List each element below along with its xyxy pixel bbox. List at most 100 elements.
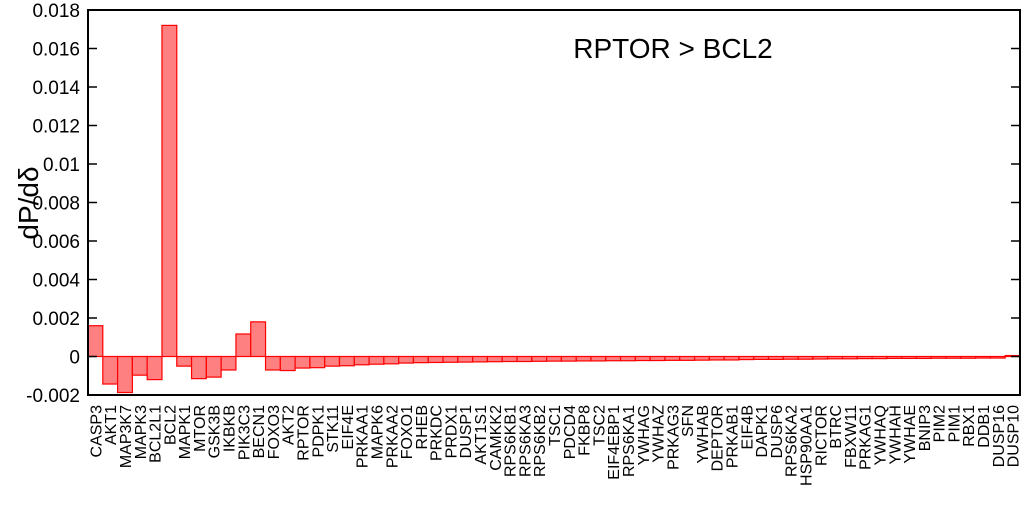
bar-FOXO3	[264, 355, 281, 371]
x-tick-label: MAPK6	[369, 405, 386, 459]
x-tick-label: MAPK3	[133, 405, 150, 459]
bar-CAMKK2	[486, 355, 503, 363]
bar-MAP3K7	[116, 355, 133, 394]
y-tick-label: 0.002	[32, 309, 80, 330]
x-tick-label: IKBKB	[222, 405, 239, 452]
x-tick-label: PDCD4	[562, 405, 579, 459]
x-tick-label: DDB1	[976, 405, 993, 448]
x-tick-label: YWHAH	[887, 405, 904, 465]
x-tick-label: HSP90AA1	[798, 405, 815, 486]
bar-DUSP6	[767, 355, 784, 360]
bar-PIM2	[930, 355, 947, 359]
x-tick-label: RHEB	[414, 405, 431, 449]
bar-YWHAB	[693, 355, 710, 361]
bar-BTRC	[827, 355, 844, 360]
y-tick-label: 0.018	[32, 1, 80, 22]
bar-PRKAG3	[664, 355, 681, 361]
bar-RHEB	[412, 355, 429, 364]
x-tick-label: EIF4EBP1	[606, 405, 623, 480]
x-tick-label: AKT1S1	[473, 405, 490, 465]
x-tick-label: RBX1	[961, 405, 978, 447]
x-tick-label: TSC1	[547, 405, 564, 446]
bar-AKT1S1	[472, 355, 489, 363]
y-tick-label: 0.006	[32, 232, 80, 253]
bar-DAPK1	[753, 355, 770, 360]
x-tick-label: RPS6KA3	[517, 405, 534, 477]
x-tick-label: PRKDC	[429, 405, 446, 461]
x-tick-label: EIF4B	[739, 405, 756, 449]
x-tick-label: DUSP10	[1006, 405, 1023, 467]
x-tick-label: MTOR	[192, 405, 209, 452]
x-tick-label: AKT1	[103, 405, 120, 445]
x-tick-label: MAP3K7	[118, 405, 135, 468]
bar-RPS6KB1	[501, 355, 518, 363]
bar-YWHAZ	[649, 355, 666, 362]
x-tick-label: BCL2	[162, 405, 179, 445]
bar-RICTOR	[812, 355, 829, 360]
x-tick-label: FOXO1	[399, 405, 416, 459]
x-tick-label: BECN1	[251, 405, 268, 458]
x-tick-label: CAMKK2	[488, 405, 505, 471]
x-tick-label: RPTOR	[296, 405, 313, 461]
x-tick-label: PRKAB1	[725, 405, 742, 468]
x-tick-label: PRKAA1	[355, 405, 372, 468]
plot-frame	[87, 9, 1021, 396]
x-tick-label: YWHAE	[902, 405, 919, 464]
bar-EIF4EBP1	[605, 355, 622, 362]
bar-FKBP8	[575, 355, 592, 362]
bar-PIM1	[945, 355, 962, 359]
bar-TSC2	[590, 355, 607, 362]
bar-AKT1	[102, 355, 119, 385]
x-tick-label: RPS6KA1	[621, 405, 638, 477]
x-tick-label: BNIP3	[917, 405, 934, 451]
x-tick-label: FKBP8	[577, 405, 594, 456]
bar-FOXO1	[398, 355, 415, 364]
bar-BNIP3	[915, 355, 932, 360]
x-tick-label: FOXO3	[266, 405, 283, 459]
bar-PRKDC	[427, 355, 444, 364]
bar-YWHAE	[901, 355, 918, 360]
bar-MAPK1	[176, 355, 193, 367]
bar-BCL2	[161, 24, 178, 358]
bar-MAPK6	[368, 355, 385, 365]
bar-GSK3B	[205, 355, 222, 378]
y-tick-label: 0.012	[32, 117, 80, 138]
y-tick-label: 0.01	[43, 155, 80, 176]
bar-YWHAQ	[871, 355, 888, 360]
x-tick-label: EIF4E	[340, 405, 357, 449]
x-tick-label: STK11	[325, 405, 342, 453]
x-tick-label: YWHAQ	[872, 405, 889, 465]
x-tick-label: PIK3C3	[236, 405, 253, 460]
x-tick-label: RICTOR	[813, 405, 830, 466]
x-axis: CASP3AKT1MAP3K7MAPK3BCL2L1BCL2MAPK1MTORG…	[88, 405, 1022, 486]
x-tick-label: RPS6KB2	[532, 405, 549, 477]
y-tick-label: 0.016	[32, 40, 80, 61]
bar-STK11	[324, 355, 341, 367]
bar-HSP90AA1	[797, 355, 814, 360]
bar-RPS6KA3	[516, 355, 533, 363]
x-tick-label: SFN	[680, 405, 697, 437]
x-tick-label: GSK3B	[207, 405, 224, 458]
x-tick-label: DEPTOR	[710, 405, 727, 471]
bar-TSC1	[546, 355, 562, 362]
y-axis: -0.002 0 0.002 0.004 0.006 0.008 0.01 0.012 0.01…	[26, 1, 1020, 407]
x-tick-label: BTRC	[828, 405, 845, 449]
x-tick-label: PRKAG3	[665, 405, 682, 470]
bar-RPTOR	[294, 355, 311, 369]
bar-PDCD4	[560, 355, 577, 362]
y-tick-label: -0.002	[26, 386, 80, 407]
bar-DDB1	[975, 355, 992, 359]
bar-RPS6KA1	[619, 355, 636, 362]
y-tick-label: 0.004	[32, 271, 80, 292]
x-tick-label: CASP3	[88, 405, 105, 458]
x-tick-label: RPS6KA2	[784, 405, 801, 477]
chart-annotation: RPTOR > BCL2	[573, 33, 772, 64]
y-tick-label: 0.014	[32, 78, 80, 99]
y-tick-label: 0	[69, 348, 80, 369]
bar-EIF4E	[338, 355, 355, 367]
bar-PRKAA2	[383, 355, 400, 365]
x-tick-label: YWHAB	[695, 405, 712, 464]
bar-EIF4B	[738, 355, 755, 361]
bar-RPS6KB2	[531, 355, 548, 362]
